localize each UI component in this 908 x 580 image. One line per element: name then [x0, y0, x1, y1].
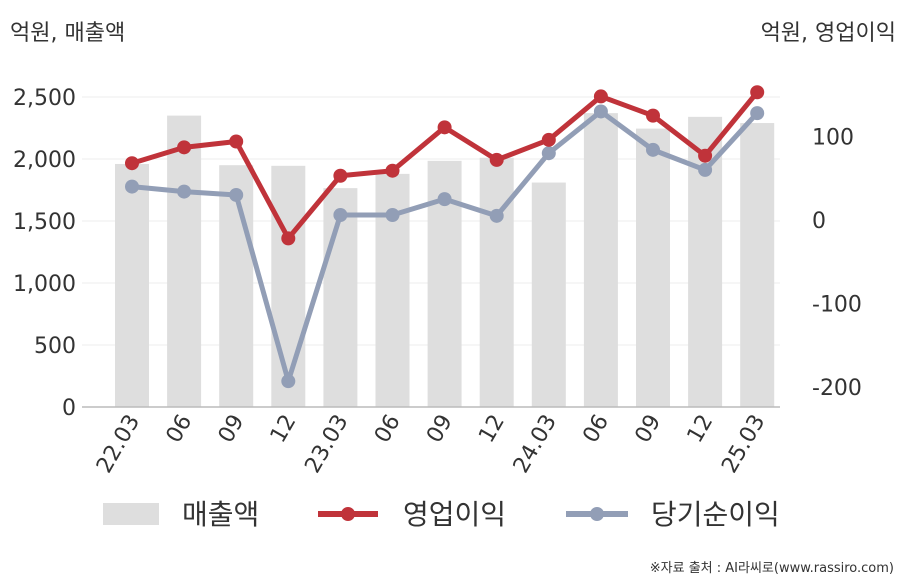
x-tick-label: 22.03 [92, 411, 145, 478]
series-point [593, 89, 608, 104]
x-tick-label: 12 [683, 411, 719, 448]
bar [115, 163, 149, 407]
legend-label: 당기순이익 [651, 498, 780, 531]
right-axis-title: 억원, 영업이익 [761, 21, 896, 46]
source-text: ※자료 출처 : AI라씨로(www.rassiro.com) [650, 561, 894, 576]
left-tick-label: 1,000 [13, 272, 76, 297]
series-point [281, 374, 296, 389]
series-point [333, 207, 348, 222]
bar [219, 165, 254, 407]
series-point [333, 168, 348, 183]
series-point [646, 142, 660, 157]
left-tick-label: 2,000 [13, 148, 76, 173]
series-point [125, 179, 139, 194]
x-tick-label: 12 [266, 411, 302, 448]
series-point [750, 106, 765, 121]
x-tick-label: 09 [214, 411, 250, 448]
legend-label: 영업이익 [403, 498, 506, 531]
right-tick-label: -200 [812, 376, 862, 401]
series-point [698, 162, 713, 177]
left-tick-label: 0 [62, 396, 76, 421]
bar [271, 165, 306, 407]
x-tick-label: 24.03 [509, 411, 562, 478]
bars-group [115, 113, 775, 408]
x-tick-label: 23.03 [300, 411, 353, 478]
legend: 매출액 영업이익 당기순이익 [103, 498, 780, 531]
lines-group [125, 85, 765, 389]
series-point [646, 108, 660, 123]
series-point [541, 132, 556, 147]
bar [583, 113, 618, 408]
series-point [750, 85, 765, 100]
series-point [385, 207, 400, 222]
right-tick-label: 0 [812, 209, 826, 234]
x-tick-label: 25.03 [717, 411, 770, 478]
x-tick-label: 06 [370, 411, 406, 448]
x-tick-label: 06 [578, 411, 614, 448]
series-point [489, 152, 504, 167]
right-tick-label: 100 [812, 126, 854, 151]
bar [740, 123, 775, 407]
legend-swatch-point [590, 507, 604, 521]
bar [323, 188, 358, 407]
bar [479, 157, 514, 407]
left-tick-label: 2,500 [13, 86, 76, 111]
x-tick-label: 06 [162, 411, 198, 448]
x-tick-label: 09 [422, 411, 458, 448]
left-tick-label: 1,500 [13, 210, 76, 235]
left-axis-title: 억원, 매출액 [10, 21, 125, 46]
legend-swatch-point [341, 507, 355, 521]
series-point [177, 184, 192, 199]
series-point [541, 146, 556, 161]
series-point [437, 192, 452, 207]
right-tick-label: -100 [812, 293, 862, 318]
series-point [125, 156, 139, 171]
bar [531, 182, 566, 407]
series-point [177, 140, 192, 155]
series-point [229, 134, 244, 149]
bar [167, 115, 202, 407]
series-point [593, 104, 608, 119]
x-tick-label: 12 [474, 411, 510, 448]
series-point [229, 187, 244, 202]
legend-label: 매출액 [182, 498, 259, 531]
series-point [698, 148, 713, 163]
x-tick-label: 09 [631, 411, 667, 448]
right-axis-ticks: -200 -100 0 100 [812, 126, 862, 402]
series-point [281, 231, 296, 246]
series-point [385, 163, 400, 178]
legend-swatch-bar [103, 503, 159, 525]
series-point [437, 120, 452, 135]
left-tick-label: 500 [34, 334, 76, 359]
bar [636, 128, 670, 407]
left-axis-ticks: 0 500 1,000 1,500 2,000 2,500 [13, 86, 76, 421]
series-point [489, 208, 504, 223]
